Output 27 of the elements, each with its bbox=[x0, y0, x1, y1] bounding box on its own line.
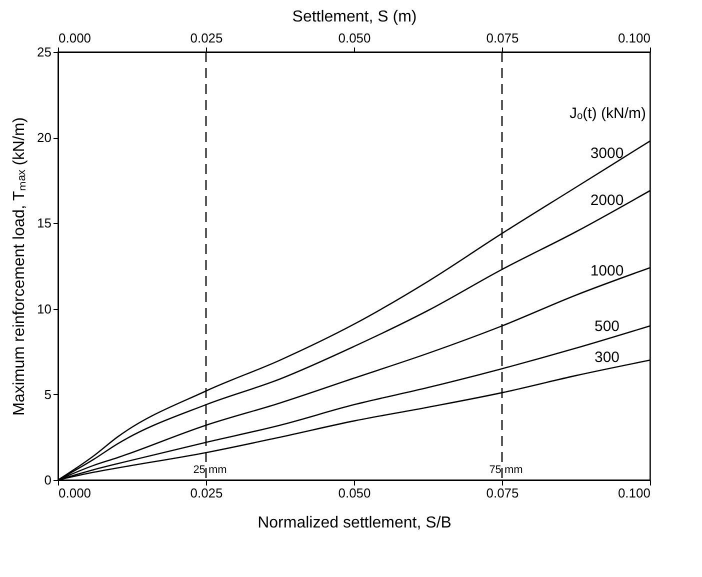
series-label: 2000 bbox=[590, 192, 624, 210]
y-tick-label: 20 bbox=[37, 130, 52, 146]
x2-tick-label: 0.100 bbox=[618, 30, 650, 46]
x2-tick-label: 0.000 bbox=[58, 30, 92, 46]
x2-tick-label: 0.050 bbox=[338, 30, 371, 46]
y-axis-title: Maximum reinforcement load, Tₘₐₓ (kN/m) bbox=[11, 117, 28, 416]
y-tick-label: 0 bbox=[44, 472, 52, 488]
ref-line-label: 25 mm bbox=[193, 464, 227, 476]
x2-axis-title: Settlement, S (m) bbox=[292, 8, 417, 26]
series-label: 500 bbox=[594, 318, 620, 336]
series-label: 3000 bbox=[590, 145, 624, 162]
y-tick-label: 10 bbox=[37, 301, 52, 316]
x-tick-label: 0.000 bbox=[58, 486, 92, 500]
x-tick-label: 0.025 bbox=[190, 486, 223, 500]
x-tick-label: 0.075 bbox=[486, 486, 519, 500]
ref-line-label: 75 mm bbox=[489, 464, 523, 476]
y-tick-label: 5 bbox=[44, 386, 52, 402]
series-label: 300 bbox=[594, 348, 620, 366]
series-label: 1000 bbox=[590, 262, 624, 280]
x2-tick-label: 0.075 bbox=[486, 30, 519, 46]
x-axis-title: Normalized settlement, S/B bbox=[258, 514, 452, 532]
legend-title: Jₒ(t) (kN/m) bbox=[570, 105, 646, 122]
x2-tick-label: 0.025 bbox=[190, 30, 223, 46]
y-tick-label: 25 bbox=[37, 44, 52, 60]
y-tick-label: 15 bbox=[37, 216, 52, 231]
x-tick-label: 0.100 bbox=[618, 486, 650, 500]
x-tick-label: 0.050 bbox=[338, 486, 371, 500]
